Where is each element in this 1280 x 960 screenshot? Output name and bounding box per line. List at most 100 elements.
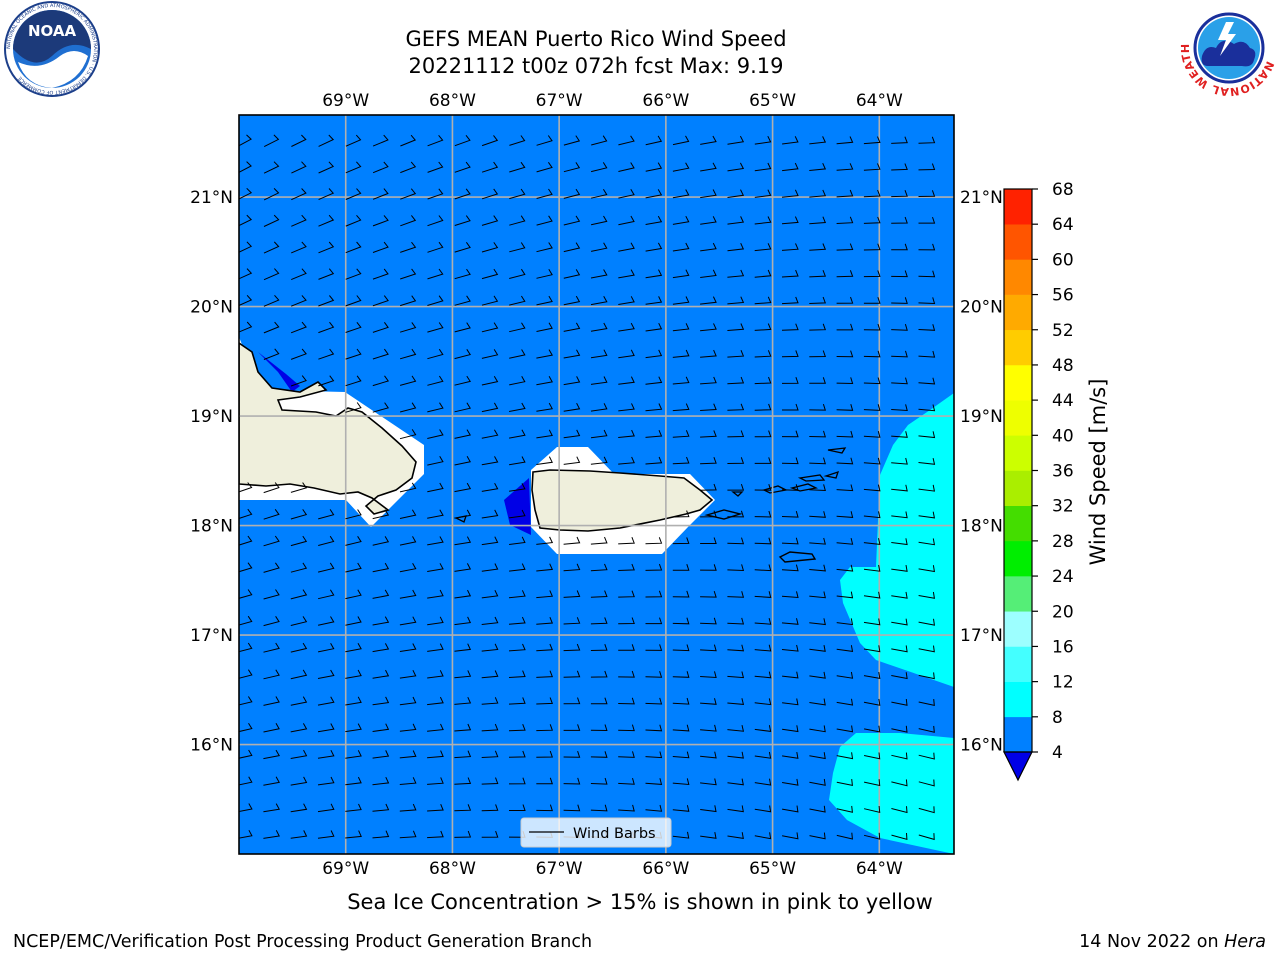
wind-barb-363 (427, 536, 444, 546)
wind-barb-61 (481, 188, 499, 200)
lon-label-top-3: 66°W (642, 91, 689, 111)
wind-barb-186 (345, 321, 362, 333)
wind-barb-85 (427, 215, 444, 227)
lon-label-top-1: 68°W (429, 91, 476, 111)
map-area (239, 115, 954, 854)
wind-barb-566 (290, 749, 308, 759)
wind-barb-313 (809, 457, 826, 465)
wind-barb-39 (590, 162, 608, 173)
wind-barb-425 (700, 590, 717, 598)
wind-barb-578 (618, 751, 635, 758)
wind-barb-77 (918, 190, 936, 197)
wind-barb-294 (809, 430, 826, 438)
colorbar-segment-4 (1004, 576, 1032, 612)
colorbar-segment-5 (1004, 540, 1032, 577)
wind-barb-87 (481, 215, 499, 226)
wind-barb-100 (836, 216, 854, 224)
wind-barb-199 (700, 323, 717, 332)
wind-barb-343 (454, 509, 472, 519)
wind-barb-514 (290, 696, 308, 706)
wind-barb-263 (509, 402, 526, 412)
wind-barb-255 (891, 377, 908, 385)
wind-barb-284 (536, 429, 553, 439)
wind-barb-467 (427, 643, 444, 652)
wind-barb-379 (863, 538, 881, 545)
wind-barb-472 (563, 643, 581, 652)
wind-barb-415 (427, 589, 444, 599)
wind-barb-492 (399, 669, 417, 679)
wind-barb-640 (891, 806, 908, 814)
wind-barb-97 (754, 216, 772, 225)
wind-barb-358 (290, 535, 308, 547)
colorbar-segment-2 (1004, 646, 1032, 682)
wind-barb-388 (399, 562, 417, 573)
wind-barb-50 (891, 163, 908, 171)
wind-barb-302 (509, 456, 526, 466)
wind-barb-131 (263, 268, 280, 281)
wind-barb-506 (782, 671, 799, 679)
wind-barb-597 (427, 777, 444, 785)
wind-barb-431 (863, 591, 881, 599)
wind-barb-136 (400, 268, 417, 280)
wind-barb-367 (536, 536, 554, 545)
lon-labels-bottom: 69°W 68°W 67°W 66°W 65°W 64°W (322, 859, 903, 879)
wind-barb-628 (563, 804, 581, 812)
speed-region-below-4-west-pr (504, 478, 531, 535)
wind-barb-507 (809, 671, 826, 679)
wind-barb-308 (672, 456, 690, 465)
wind-barb-339 (345, 509, 362, 520)
colorbar-tick-10: 44 (1052, 391, 1074, 411)
wind-barb-142 (563, 269, 581, 279)
wind-barb-373 (700, 537, 717, 544)
lon-label-top-0: 69°W (322, 91, 369, 111)
wind-barb-586 (836, 752, 854, 760)
wind-barb-43 (700, 162, 717, 172)
wind-barb-385 (317, 562, 335, 573)
colorbar-tick-2: 12 (1052, 673, 1074, 693)
wind-barb-563 (918, 725, 935, 733)
wind-barb-528 (672, 697, 690, 705)
lat-label-left-4: 17°N (190, 626, 233, 646)
wind-barb-533 (809, 698, 826, 706)
wind-barb-35 (481, 161, 499, 173)
wind-barb-378 (836, 537, 854, 545)
wind-barb-463 (317, 642, 335, 653)
wind-barb-182 (239, 321, 253, 333)
nws-logo: NATIONAL WEATHER SERVICE (0, 0, 1276, 98)
wind-barb-230 (863, 350, 881, 358)
wind-barb-247 (672, 376, 690, 385)
wind-barb-157 (263, 294, 280, 307)
wind-barb-473 (590, 644, 608, 651)
wind-barb-164 (454, 295, 471, 306)
wind-barb-192 (509, 322, 526, 333)
wind-barb-117 (590, 242, 608, 252)
wind-barb-661 (754, 832, 772, 840)
wind-barb-503 (700, 671, 717, 679)
wind-barb-88 (509, 215, 526, 226)
wind-barb-124 (781, 243, 799, 251)
wind-barb-318 (239, 482, 253, 493)
wind-barb-584 (782, 752, 799, 759)
colorbar-tick-6: 28 (1052, 532, 1074, 552)
island-culebra (731, 491, 744, 497)
wind-barb-607 (700, 778, 717, 786)
wind-barb-660 (727, 832, 744, 839)
colorbar-tick-8: 36 (1052, 462, 1074, 482)
wind-barb-331 (836, 484, 854, 492)
wind-barb-244 (590, 376, 608, 385)
wind-barb-239 (454, 375, 471, 386)
colorbar-segment-15 (1004, 189, 1032, 225)
wind-barb-299 (427, 456, 444, 466)
wind-barb-515 (317, 696, 335, 706)
wind-barb-221 (618, 349, 635, 359)
wind-barb-423 (645, 590, 663, 598)
wind-barb-317 (918, 457, 936, 465)
wind-barb-650 (454, 830, 472, 838)
wind-barb-620 (345, 803, 362, 812)
wind-barb-562 (891, 725, 908, 733)
colorbar-tick-3: 16 (1052, 637, 1074, 657)
wind-barb-417 (481, 589, 499, 599)
wind-barb-70 (727, 189, 745, 198)
wind-barb-602 (563, 777, 581, 785)
